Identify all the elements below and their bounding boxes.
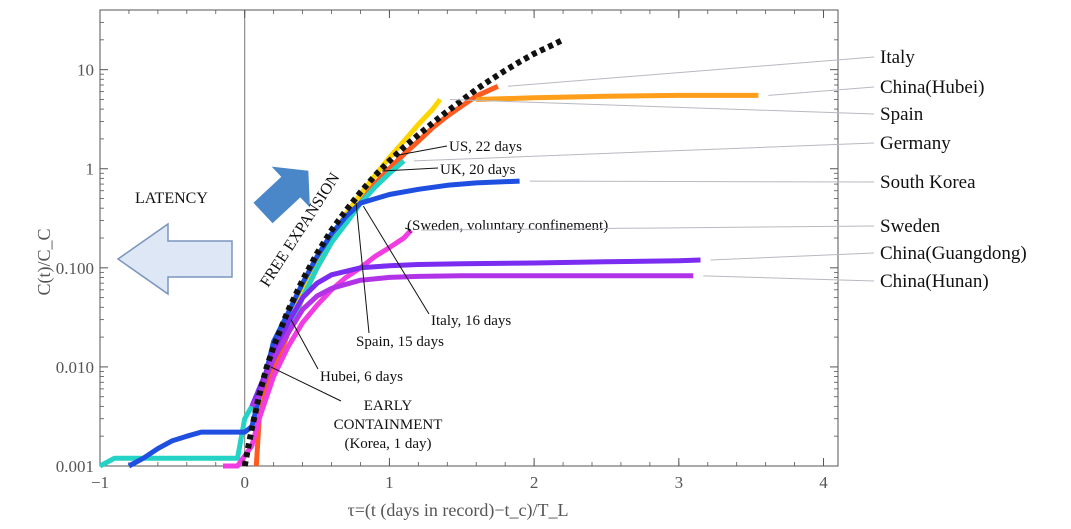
legend-entry: Sweden	[880, 216, 941, 237]
y-tick-label: 0.010	[56, 358, 94, 377]
legend-leader	[703, 275, 875, 282]
annotation-leader	[404, 227, 412, 231]
x-tick-label: 4	[819, 473, 828, 492]
legend-entry: Spain	[880, 104, 924, 125]
y-tick-label: 0.001	[56, 457, 94, 476]
legend-entry: China(Hunan)	[880, 271, 989, 292]
latency-arrow	[116, 222, 233, 296]
legend-leader	[768, 86, 875, 96]
legend-leader	[710, 252, 875, 261]
annotation-leader	[362, 205, 430, 315]
x-tick-label: 3	[675, 473, 684, 492]
plot-frame	[99, 9, 839, 467]
y-tick-label: 10	[77, 61, 94, 80]
annotation-text: (Korea, 1 day)	[344, 436, 431, 452]
legend-leader	[413, 142, 875, 162]
series-line-china-hubei	[476, 92, 759, 102]
legend-entry: China(Hubei)	[880, 77, 984, 98]
annotation-text: Italy, 16 days	[431, 313, 511, 329]
annotation-text: Spain, 15 days	[356, 334, 444, 350]
legend-leader	[507, 56, 875, 87]
series-line-china-hunan	[249, 273, 694, 408]
y-tick-label: 0.100	[56, 259, 94, 278]
annotation-leader	[393, 145, 448, 157]
annotation-text: UK, 20 days	[440, 162, 516, 178]
annotation-text: (Sweden, voluntary confinement)	[407, 218, 608, 234]
series-line-sweden	[223, 228, 413, 469]
legend-entry: Italy	[880, 47, 915, 68]
y-axis-label: C(t)/C_C	[34, 228, 55, 295]
legend-leader	[529, 180, 875, 183]
x-tick-label: 0	[240, 473, 249, 492]
annotation-leader	[270, 366, 342, 402]
annotation-leader	[355, 203, 370, 334]
reference-curve	[241, 37, 565, 467]
x-tick-label: 1	[385, 473, 394, 492]
annotation-text: US, 22 days	[449, 139, 522, 155]
latency-label: LATENCY	[135, 190, 208, 207]
x-axis-label: τ=(t (days in record)−t_c)/T_L	[348, 500, 569, 521]
x-tick-label: 2	[530, 473, 539, 492]
legend-leader	[421, 225, 875, 231]
x-tick-label: −1	[91, 473, 109, 492]
legend-entry: China(Guangdong)	[880, 243, 1027, 264]
legend-entry: Germany	[880, 133, 951, 154]
y-tick-label: 1	[86, 160, 95, 179]
annotation-leader	[382, 167, 439, 172]
legend-leader	[450, 98, 875, 115]
annotation-text: EARLY	[364, 398, 413, 414]
annotation-text: CONTAINMENT	[334, 417, 443, 433]
free-expansion-arrow	[253, 166, 310, 224]
annotation-leader	[290, 319, 319, 370]
annotation-text: Hubei, 6 days	[320, 369, 403, 385]
legend-entry: South Korea	[880, 172, 976, 193]
